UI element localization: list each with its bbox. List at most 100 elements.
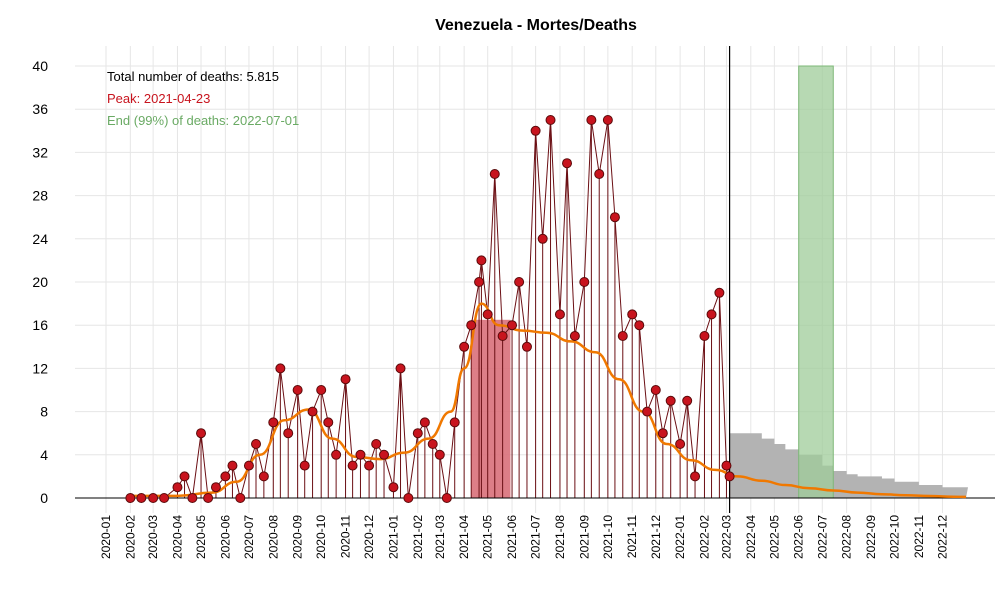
data-point	[187, 493, 198, 503]
data-point	[388, 482, 399, 493]
x-tick-label: 2022-05	[767, 515, 781, 559]
data-point	[136, 493, 147, 503]
annotation-total-deaths: Total number of deaths: 5.815	[107, 69, 279, 84]
data-point	[642, 406, 653, 417]
data-point	[427, 439, 438, 449]
x-tick-label: 2020-02	[123, 515, 137, 559]
data-point	[521, 341, 532, 352]
data-point	[412, 428, 423, 439]
points-connector	[130, 119, 731, 500]
x-tick-label: 2021-04	[457, 515, 471, 559]
data-point	[482, 309, 493, 320]
data-point	[340, 374, 351, 385]
data-point	[210, 482, 221, 493]
chart-title: Venezuela - Mortes/Deaths	[435, 17, 637, 34]
smooth-curve	[130, 302, 967, 499]
x-tick-label: 2022-04	[744, 515, 758, 559]
data-point	[148, 493, 159, 503]
y-tick-label: 4	[40, 447, 48, 463]
data-point	[251, 439, 262, 449]
data-point	[562, 158, 573, 169]
data-point	[459, 341, 470, 352]
x-tick-label: 2022-10	[888, 515, 902, 559]
y-tick-label: 12	[32, 360, 48, 376]
x-tick-label: 2020-06	[218, 515, 232, 559]
x-tick-label: 2020-04	[170, 515, 184, 559]
data-point	[159, 493, 170, 503]
x-tick-label: 2020-11	[339, 515, 353, 558]
data-point	[489, 169, 500, 179]
data-point	[466, 320, 477, 331]
data-point	[283, 428, 294, 439]
x-tick-label: 2020-09	[291, 515, 305, 559]
data-point	[514, 277, 525, 287]
x-tick-label: 2022-12	[935, 515, 949, 559]
data-point	[379, 449, 390, 460]
x-tick-label: 2022-02	[697, 515, 711, 559]
data-point	[682, 395, 693, 406]
data-point	[395, 363, 406, 374]
y-tick-label: 28	[32, 188, 48, 204]
data-point	[449, 417, 460, 428]
data-point	[530, 125, 541, 136]
x-tick-label: 2020-10	[314, 515, 328, 559]
y-tick-label: 8	[40, 404, 48, 420]
data-point	[419, 417, 430, 428]
data-point	[650, 385, 661, 395]
x-tick-label: 2020-01	[99, 515, 113, 559]
x-tick-label: 2021-03	[433, 515, 447, 559]
x-tick-label: 2022-06	[792, 515, 806, 559]
data-point	[699, 331, 710, 341]
data-point	[331, 449, 342, 460]
data-point	[609, 212, 620, 223]
x-tick-label: 2021-01	[386, 515, 400, 559]
data-point	[172, 482, 183, 493]
data-point	[203, 493, 214, 503]
data-point	[579, 277, 590, 287]
data-point	[307, 406, 318, 417]
y-tick-label: 36	[32, 101, 48, 117]
y-tick-label: 24	[32, 231, 48, 247]
forecast-bars	[729, 433, 968, 498]
x-tick-label: 2021-12	[649, 515, 663, 559]
data-point	[714, 287, 725, 298]
data-point	[371, 439, 382, 449]
x-tick-label: 2022-09	[864, 515, 878, 559]
end-band	[798, 65, 834, 499]
data-point	[706, 309, 717, 320]
x-tick-label: 2022-11	[912, 515, 926, 558]
data-point	[497, 331, 508, 341]
point-stems	[130, 119, 731, 500]
x-tick-label: 2021-07	[529, 515, 543, 559]
y-tick-label: 20	[32, 274, 48, 290]
y-tick-label: 32	[32, 144, 48, 160]
data-point	[220, 471, 231, 482]
data-point	[586, 115, 597, 125]
data-point	[554, 309, 565, 320]
annotation-end-date: End (99%) of deaths: 2022-07-01	[107, 113, 299, 128]
data-point	[675, 439, 686, 449]
data-point	[617, 331, 628, 341]
data-point	[690, 471, 701, 482]
data-point	[665, 395, 676, 406]
x-tick-label: 2022-03	[719, 515, 733, 559]
forecast-area	[729, 433, 968, 498]
x-tick-label: 2020-12	[362, 515, 376, 559]
data-point	[364, 460, 375, 471]
data-point	[268, 417, 279, 428]
y-tick-label: 40	[32, 58, 48, 74]
data-point	[434, 449, 445, 460]
data-point	[721, 460, 732, 471]
data-point	[179, 471, 190, 482]
x-tick-label: 2020-08	[266, 515, 280, 559]
data-point	[235, 493, 246, 503]
data-point	[403, 493, 414, 503]
data-point	[196, 428, 207, 439]
data-point	[634, 320, 645, 331]
data-point	[569, 331, 580, 341]
x-tick-label: 2021-02	[411, 515, 425, 559]
data-point	[594, 169, 605, 179]
x-tick-label: 2021-05	[481, 515, 495, 559]
peak-band	[471, 319, 511, 498]
